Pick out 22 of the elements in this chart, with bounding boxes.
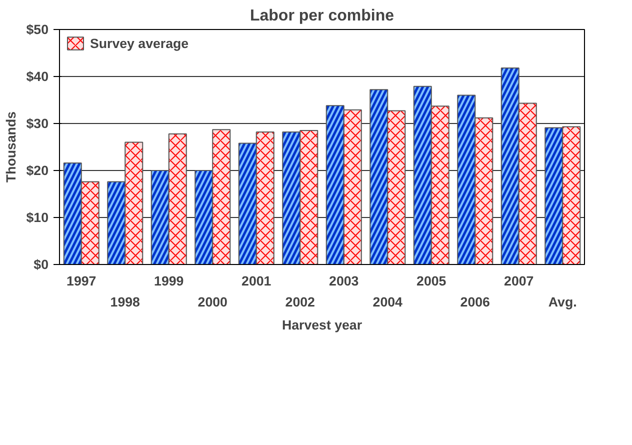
x-tick-label: 2004 (372, 294, 404, 310)
y-tick-label: $10 (26, 210, 49, 225)
chart-title: Labor per combine (250, 8, 394, 24)
x-tick-label: 1997 (66, 274, 96, 288)
x-tick-label: 2007 (504, 274, 534, 288)
x-tick-label: 2006 (460, 294, 490, 310)
x-tick-label: 1999 (154, 274, 184, 288)
y-axis-title: Thousands (3, 111, 18, 183)
x-tick-label: 2003 (329, 274, 359, 288)
y-tick-label: $50 (26, 22, 49, 37)
x-tick-label: 2005 (416, 274, 447, 288)
x-tick-label: 2001 (242, 274, 272, 288)
x-tick-label: 2002 (285, 294, 315, 310)
y-tick-label: $30 (26, 116, 49, 131)
x-tick-label: Avg. (548, 294, 577, 310)
legend-label: Survey average (90, 35, 189, 51)
x-tick-label: 1998 (110, 294, 140, 310)
y-tick-label: $0 (34, 257, 49, 272)
y-tick-label: $40 (26, 69, 49, 84)
x-axis-title: Harvest year (282, 318, 362, 332)
x-tick-label: 2000 (198, 294, 228, 310)
y-tick-label: $20 (26, 163, 49, 178)
